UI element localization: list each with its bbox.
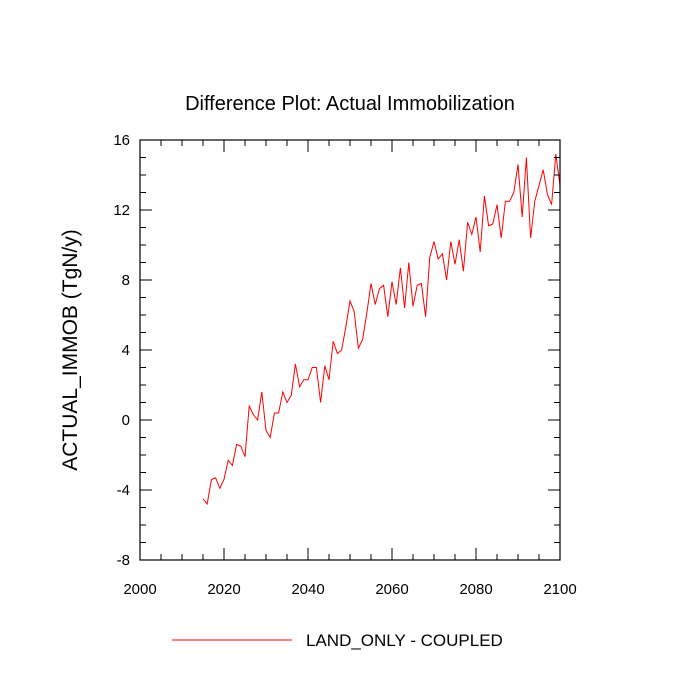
y-tick-label: -8 bbox=[117, 552, 130, 569]
x-tick-label: 2100 bbox=[543, 581, 576, 598]
y-tick-label: -4 bbox=[117, 482, 130, 499]
legend-label: LAND_ONLY - COUPLED bbox=[306, 631, 503, 650]
y-tick-label: 12 bbox=[113, 202, 130, 219]
x-tick-label: 2040 bbox=[291, 581, 324, 598]
y-tick-label: 0 bbox=[122, 412, 130, 429]
axis-ticks bbox=[139, 139, 561, 561]
series-line-0 bbox=[202, 153, 561, 506]
chart-title: Difference Plot: Actual Immobilization bbox=[185, 93, 515, 115]
x-tick-label: 2080 bbox=[459, 581, 492, 598]
x-tick-label: 2020 bbox=[207, 581, 240, 598]
y-tick-label: 16 bbox=[113, 132, 130, 149]
plot-area bbox=[202, 153, 561, 506]
plot-frame bbox=[139, 139, 561, 561]
axis-tick-labels: 2000 2020 2040 2060 2080 2100 -8 -4 0 4 8 12 16 bbox=[113, 132, 576, 598]
legend: LAND_ONLY - COUPLED bbox=[172, 631, 503, 650]
y-axis-title: ACTUAL_IMMOB (TgN/y) bbox=[59, 229, 82, 471]
x-tick-label: 2060 bbox=[375, 581, 408, 598]
y-tick-label: 8 bbox=[122, 272, 130, 289]
y-tick-label: 4 bbox=[122, 342, 130, 359]
x-tick-label: 2000 bbox=[123, 581, 156, 598]
